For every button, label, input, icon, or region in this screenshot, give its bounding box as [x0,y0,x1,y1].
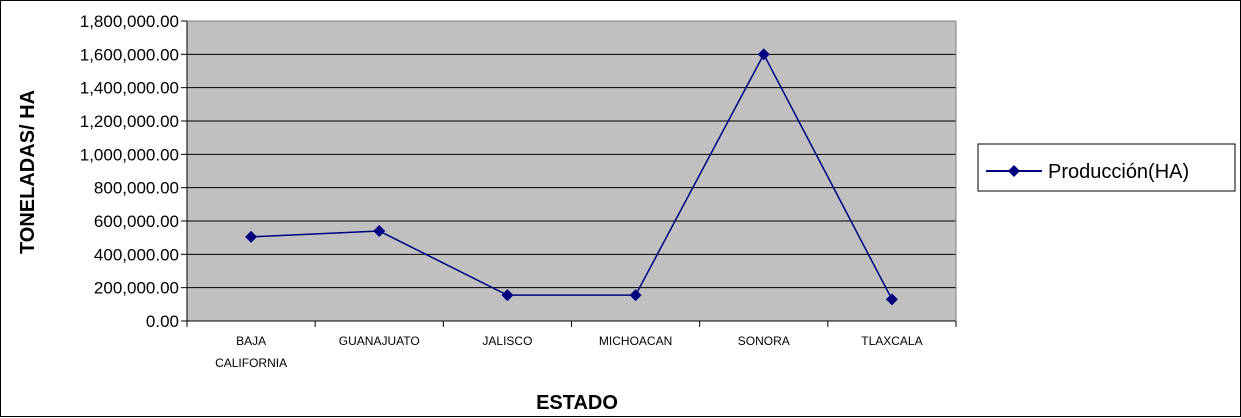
x-axis-ticks: BAJA CALIFORNIA GUANAJUATO JALISCO MICHOACAN… [186,321,957,370]
y-tick-label: 1,400,000.00 [80,79,179,98]
legend: Producción(HA) [977,143,1236,192]
data-point-marker [629,289,642,302]
legend-box [977,143,1236,192]
y-tick-label: 400,000.00 [94,245,179,264]
y-tick-label: 0.00 [146,312,179,331]
y-tick-label: 800,000.00 [94,179,179,198]
x-tick-label: JALISCO [482,334,532,348]
y-tick-label: 1,200,000.00 [80,112,179,131]
data-point-marker [885,293,898,306]
x-axis-title: ESTADO [536,392,618,414]
series-line [251,52,893,300]
legend-entry-label: Producción(HA) [1048,161,1189,183]
data-point-marker [501,289,514,302]
y-tick-label: 1,000,000.00 [80,145,179,164]
x-tick-label: SONORA [738,334,790,348]
data-point-marker [757,48,770,61]
y-tick-label: 1,800,000.00 [80,12,179,31]
y-axis-ticks: 0.00 200,000.00 400,000.00 600,000.00 800,00… [80,12,187,331]
y-tick-label: 200,000.00 [94,279,179,298]
series-group [245,48,898,306]
x-tick-label: TLAXCALA [861,334,922,348]
data-point-marker [245,230,258,243]
x-tick-label: MICHOACAN [599,334,672,348]
y-tick-label: 600,000.00 [94,212,179,231]
plot-area [187,21,956,321]
legend-diamond-marker [1008,165,1020,177]
y-axis-title: TONELADAS/ HA [17,90,39,254]
x-tick-label: GUANAJUATO [339,334,420,348]
x-tick-label: BAJA CALIFORNIA [215,334,287,370]
data-point-marker [373,225,386,237]
y-tick-label: 1,600,000.00 [80,45,179,64]
